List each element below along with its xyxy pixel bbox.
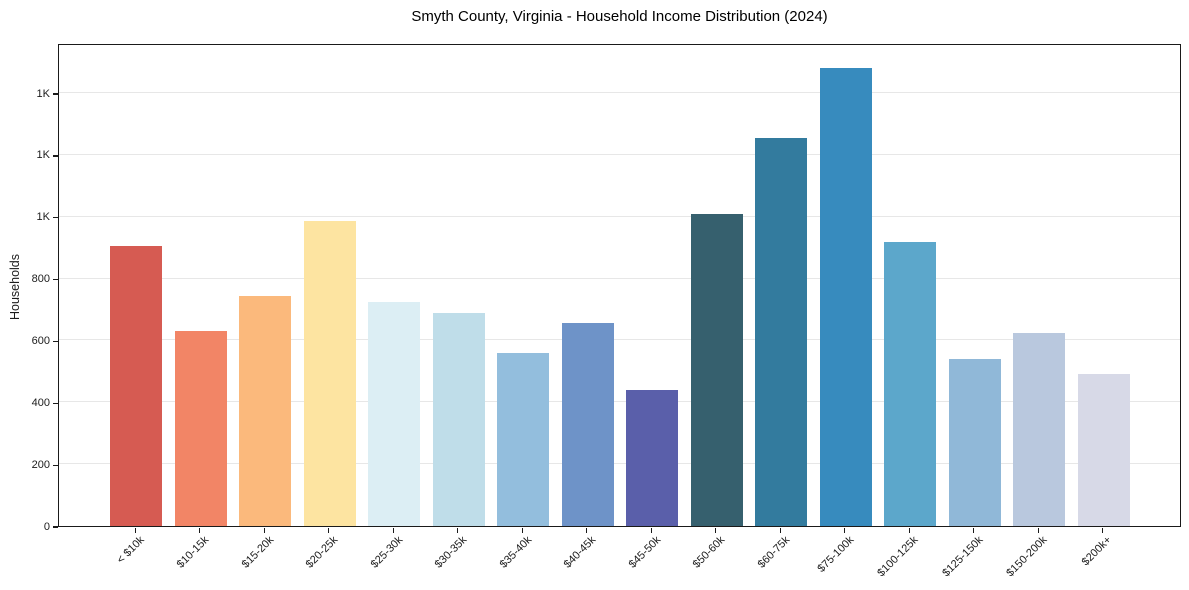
chart-title: Smyth County, Virginia - Household Incom…: [411, 8, 828, 25]
x-tick-mark: [134, 528, 136, 533]
bar-$30-35k: [432, 312, 485, 526]
x-tick-label: $45-50k: [626, 534, 663, 571]
x-tick-mark: [973, 528, 975, 533]
x-tick-mark: [650, 528, 652, 533]
x-tick-mark: [1102, 528, 1104, 533]
y-tick-mark: [53, 217, 58, 219]
x-tick-label: $25-30k: [368, 534, 405, 571]
gridline: [59, 277, 1180, 279]
gridline: [59, 339, 1180, 341]
plot-area: [58, 44, 1181, 527]
bar-$15-20k: [239, 295, 292, 526]
x-tick-label: $60-75k: [755, 534, 792, 571]
y-tick-label: 0: [43, 520, 50, 533]
y-tick-label: 1K: [36, 87, 50, 100]
y-axis-label: Households: [8, 254, 22, 321]
y-tick-label: 1K: [36, 211, 50, 224]
bar-$25-30k: [368, 301, 421, 526]
x-tick-label: $20-25k: [303, 534, 341, 571]
x-tick-label: $150-200k: [1004, 534, 1050, 580]
x-tick-mark: [457, 528, 459, 533]
y-tick-mark: [53, 526, 58, 528]
y-tick-mark: [53, 279, 58, 281]
x-tick-label: $200k+: [1080, 534, 1115, 569]
x-tick-mark: [521, 528, 523, 533]
bar-$35-40k: [497, 352, 550, 526]
y-tick-mark: [53, 402, 58, 404]
gridline: [59, 92, 1180, 94]
y-tick-mark: [53, 464, 58, 466]
x-tick-mark: [263, 528, 265, 533]
bar-< $10k: [110, 246, 163, 526]
bar-$20-25k: [303, 221, 356, 526]
gridline: [59, 153, 1180, 155]
x-tick-label: < $10k: [114, 534, 147, 567]
bar-$200k+: [1077, 374, 1130, 526]
x-tick-mark: [715, 528, 717, 533]
x-tick-label: $15-20k: [239, 534, 276, 571]
bar-$100-125k: [884, 241, 937, 526]
x-tick-mark: [1037, 528, 1039, 533]
gridline: [59, 463, 1180, 465]
bar-$10-15k: [174, 331, 227, 526]
x-tick-mark: [328, 528, 330, 533]
y-tick-label: 200: [31, 458, 50, 471]
y-tick-label: 600: [31, 334, 50, 347]
x-tick-label: $100-125k: [875, 534, 921, 580]
bar-$45-50k: [626, 389, 679, 526]
x-tick-label: $10-15k: [174, 534, 212, 571]
y-tick-label: 1K: [36, 149, 50, 162]
x-tick-label: $30-35k: [432, 534, 470, 571]
bar-$50-60k: [690, 213, 743, 526]
y-tick-mark: [53, 93, 58, 95]
x-tick-label: $125-150k: [940, 534, 986, 580]
x-tick-label: $40-45k: [561, 534, 599, 571]
y-tick-mark: [53, 340, 58, 343]
x-tick-label: $75-100k: [815, 534, 857, 575]
x-tick-mark: [392, 528, 394, 533]
y-tick-mark: [53, 155, 58, 157]
y-tick-label: 400: [31, 396, 50, 409]
gridline: [59, 401, 1180, 403]
x-tick-mark: [908, 528, 910, 533]
x-tick-mark: [586, 528, 588, 533]
bar-$75-100k: [819, 68, 872, 526]
bar-$150-200k: [1013, 332, 1066, 526]
bar-$40-45k: [561, 323, 614, 526]
x-tick-mark: [844, 528, 846, 533]
bar-$60-75k: [755, 137, 808, 526]
y-tick-label: 800: [31, 273, 50, 286]
gridline: [59, 215, 1180, 217]
x-tick-mark: [199, 528, 201, 533]
x-tick-label: $50-60k: [690, 534, 728, 571]
x-tick-mark: [779, 528, 781, 533]
bar-$125-150k: [948, 359, 1001, 526]
x-tick-label: $35-40k: [497, 534, 534, 571]
